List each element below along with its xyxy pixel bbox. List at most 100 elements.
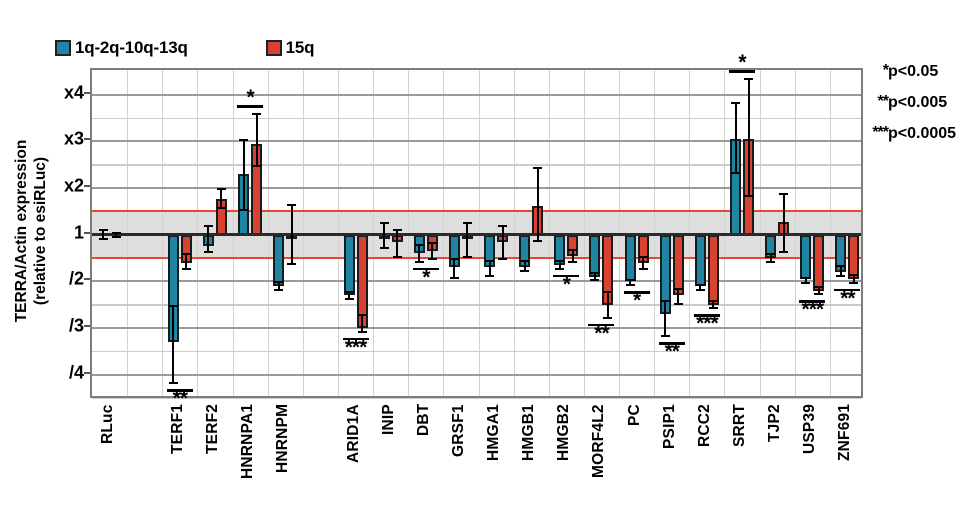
error-bar-ZNF691 [852,274,855,284]
error-bar-cap [357,314,367,317]
error-bar-HNRNPM [290,204,293,266]
vertical-gridline [513,70,515,396]
y-tick-label-1: 1 [73,222,84,243]
error-bar-cap [111,235,121,238]
significance-line-PSIP1 [658,342,685,345]
vertical-gridline [373,70,375,396]
error-bar-SRRT [734,101,737,175]
significance-stars-DBT: * [422,265,430,289]
error-bar-GRSF1 [466,222,469,259]
significance-key-row: ** p<0.005 [864,87,956,118]
y-tick-label-/3: /3 [68,315,84,336]
vertical-gridline [654,70,656,396]
significance-stars: ** [877,93,889,110]
error-bar-cap [168,382,178,385]
error-bar-cap [568,248,578,251]
error-bar-MORF4L2 [593,272,596,282]
error-bar-cap [274,288,284,291]
error-bar-HMGA1 [501,225,504,261]
x-label-TJP2: TJP2 [766,404,784,442]
x-label-PC: PC [625,404,643,426]
significance-stars-RCC2: *** [696,312,719,336]
error-bar-HMGA1 [488,260,491,277]
bar-RCC2-teal [694,234,706,287]
error-bar-HNRNPA1 [255,113,258,167]
x-label-HMGA1: HMGA1 [485,404,503,461]
vertical-gridline [443,70,445,396]
x-label-HNRNPM: HNRNPM [274,403,292,473]
vertical-gridline [724,70,726,396]
bar-PC-teal [624,234,636,282]
error-bar-cap [111,231,121,234]
error-bar-HNRNPA1 [242,139,245,212]
y-tick-label-/4: /4 [68,362,84,383]
major-gridline [92,187,861,190]
error-bar-cap [181,253,191,256]
y-tick-mark [84,231,90,234]
error-bar-cap [414,260,424,263]
significance-line-HNRNPA1 [237,105,264,108]
significance-stars-SRRT: * [738,51,746,75]
significance-stars-MORF4L2: ** [594,321,609,345]
error-bar-cap [344,298,354,301]
x-label-SRRT: SRRT [731,404,749,447]
error-bar-INIP [396,228,399,259]
error-bar-cap [849,281,859,284]
error-bar-cap [625,284,635,287]
error-bar-MORF4L2 [606,290,609,319]
vertical-gridline [478,70,480,396]
error-bar-cap [638,255,648,258]
error-bar-RLuc [102,229,105,241]
x-label-ZNF691: ZNF691 [836,403,854,461]
significance-stars-ARID1A: *** [344,335,368,359]
bar-RCC2-red [707,234,719,305]
vertical-gridline [302,70,304,396]
minor-gridline [92,397,861,400]
error-bar-cap [498,258,508,261]
error-bar-cap [287,204,297,207]
error-bar-cap [836,274,846,277]
bar-USP39-teal [800,234,812,280]
error-bar-TERF2 [220,188,223,210]
x-label-USP39: USP39 [801,403,819,454]
error-bar-cap [801,281,811,284]
minor-gridline [92,117,861,120]
error-bar-cap [744,195,754,198]
error-bar-cap [520,260,530,263]
legend-swatch-teal [55,40,71,56]
x-label-RLuc: RLuc [98,404,116,444]
y-axis-title-line1: TERRA/Actin expression [13,139,30,323]
vertical-gridline [162,70,164,396]
vertical-gridline [829,70,831,396]
legend-swatch-red [265,40,282,56]
significance-key-row: * p<0.05 [864,56,956,87]
significance-stars-HMGB2: * [562,272,571,296]
error-bar-cap [625,279,635,282]
error-bar-TERF2 [207,225,210,254]
error-bar-cap [660,300,670,303]
error-bar-cap [498,225,508,228]
y-tick-mark [84,371,90,374]
error-bar-cap [287,263,297,266]
error-bar-cap [590,279,600,282]
error-bar-cap [695,288,705,291]
error-bar-cap [239,139,249,142]
error-bar-DBT [418,244,421,263]
error-bar-cap [555,267,565,270]
significance-key: * p<0.05 ** p<0.005 *** p<0.0005 [864,56,956,149]
y-tick-label-x4: x4 [63,82,84,103]
error-bar-cap [449,258,459,261]
error-bar-PC [642,255,645,270]
x-label-GRSF1: GRSF1 [449,404,467,457]
legend-item-15q: 15q [265,38,315,58]
vertical-gridline [759,70,761,396]
error-bar-cap [168,304,178,307]
x-label-HMGB1: HMGB1 [520,404,538,461]
major-gridline [92,280,861,283]
vertical-gridline [267,70,269,396]
legend-label: 15q [285,38,315,57]
significance-line-HMGB2 [553,274,580,278]
error-bar-cap [379,221,389,224]
significance-line-MORF4L2 [588,323,615,327]
error-bar-cap [779,251,789,254]
